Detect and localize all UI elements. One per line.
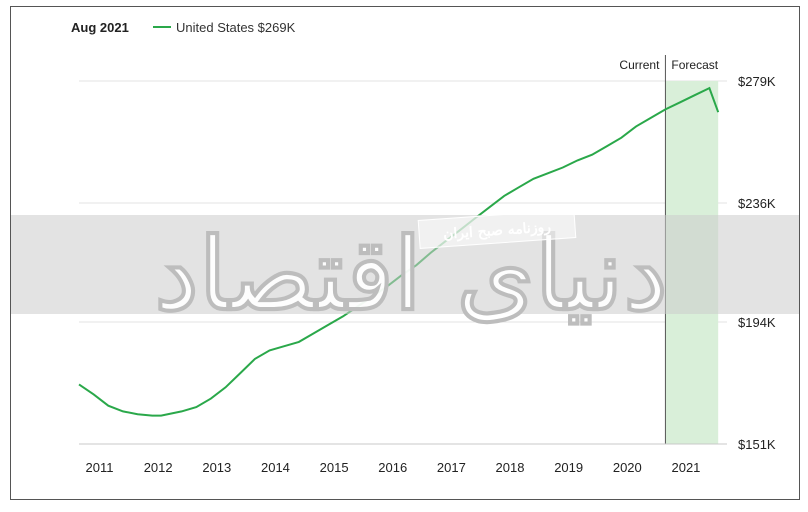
x-tick-label-2019: 2019 xyxy=(554,460,583,475)
y-axis-ticks: $151K $194K $236K $279K xyxy=(738,74,776,452)
x-tick-label-2018: 2018 xyxy=(496,460,525,475)
current-label: Current xyxy=(619,58,660,72)
x-tick-label-2017: 2017 xyxy=(437,460,466,475)
x-tick-label-2013: 2013 xyxy=(202,460,231,475)
watermark-logo-text: دنیای اقتصاد xyxy=(154,215,668,333)
watermark-tagline: روزنامه صبح ایران xyxy=(443,219,552,243)
watermark-band xyxy=(11,215,799,314)
legend-series-label: United States $269K xyxy=(176,20,296,35)
watermark-tag xyxy=(417,209,577,249)
x-axis-ticks: 2011 2012 2013 2014 2015 2016 2017 2018 2019 2020… xyxy=(86,460,701,475)
line-chart: Current Forecast $151K $194K $236K $279K 20… xyxy=(11,20,799,475)
legend-date: Aug 2021 xyxy=(71,20,129,35)
x-tick-label-2016: 2016 xyxy=(378,460,407,475)
x-tick-label-2020: 2020 xyxy=(613,460,642,475)
y-tick-label-2: $236K xyxy=(738,196,776,211)
chart-frame: Current Forecast $151K $194K $236K $279K 20… xyxy=(10,6,800,500)
x-tick-label-2014: 2014 xyxy=(261,460,290,475)
forecast-label: Forecast xyxy=(671,58,718,72)
x-tick-label-2021: 2021 xyxy=(671,460,700,475)
legend: Aug 2021 United States $269K xyxy=(71,20,296,35)
y-tick-label-3: $279K xyxy=(738,74,776,89)
y-tick-label-1: $194K xyxy=(738,315,776,330)
x-tick-label-2012: 2012 xyxy=(144,460,173,475)
watermark: دنیای اقتصاد روزنامه صبح ایران xyxy=(11,209,799,334)
x-tick-label-2015: 2015 xyxy=(320,460,349,475)
x-tick-label-2011: 2011 xyxy=(86,460,114,475)
y-tick-label-0: $151K xyxy=(738,437,776,452)
